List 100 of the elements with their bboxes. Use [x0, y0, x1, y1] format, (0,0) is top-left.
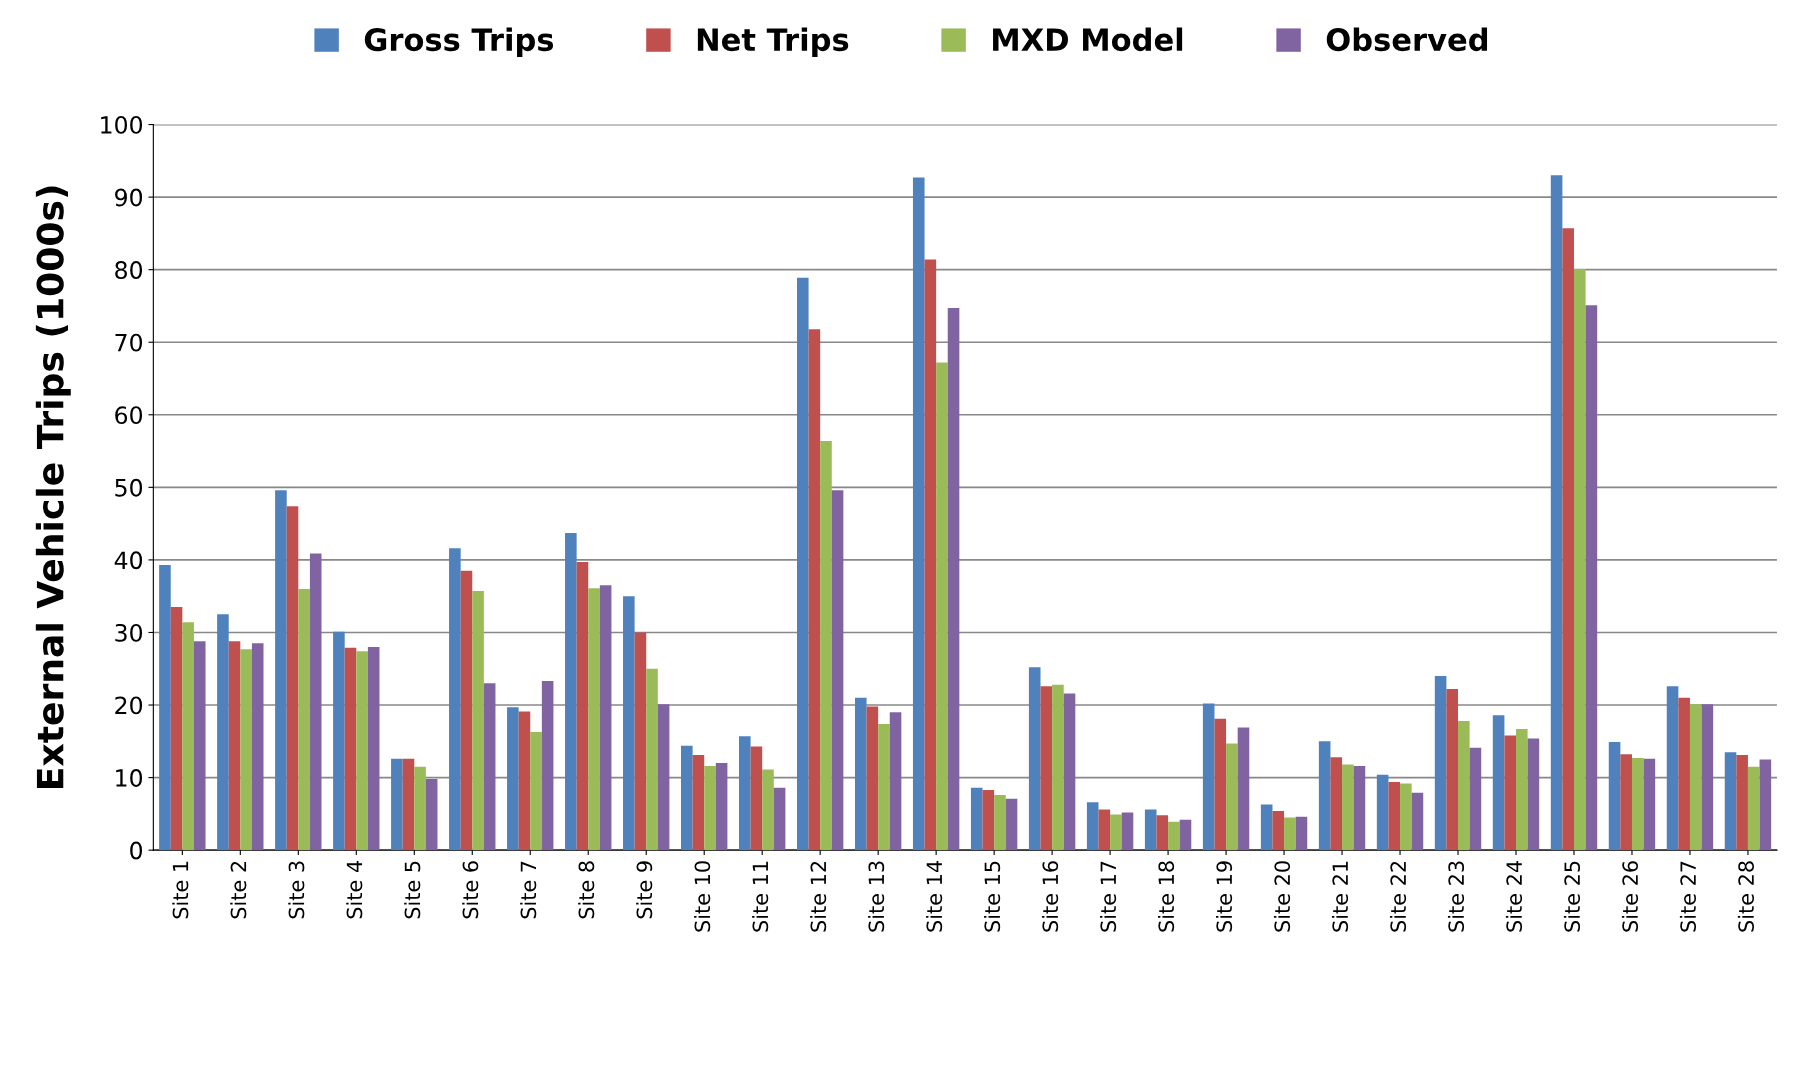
y-tick-label: 100 [101, 115, 143, 134]
y-tick-label: 20 [115, 696, 143, 715]
x-tick-label: Site 20 [1273, 861, 1291, 932]
bar [286, 506, 299, 851]
bar [1388, 781, 1401, 851]
bar [1689, 704, 1702, 851]
bar [1353, 765, 1366, 851]
x-tick-label: Site 14 [926, 861, 943, 932]
bar [309, 553, 322, 851]
bar [541, 681, 554, 851]
bar [878, 723, 890, 851]
bar [796, 277, 809, 851]
legend-label: Net Trips [697, 27, 849, 58]
x-tick-label: Site 17 [1100, 861, 1117, 932]
x-tick-label: Site 5 [404, 861, 421, 919]
bar [1376, 774, 1389, 851]
bar [1342, 764, 1354, 851]
bar [1144, 809, 1157, 851]
bar [982, 789, 995, 851]
bar [599, 585, 612, 851]
bar [483, 683, 496, 851]
bar [275, 490, 287, 851]
bar [1226, 743, 1238, 851]
bar [1562, 228, 1574, 851]
x-tick-label: Site 18 [1158, 861, 1175, 932]
bar [1631, 758, 1644, 851]
x-tick-label: Site 4 [346, 861, 363, 919]
bar [1434, 676, 1447, 851]
y-tick-label: 30 [115, 623, 143, 642]
bar [1098, 809, 1111, 851]
bar [1086, 802, 1099, 851]
bar [692, 755, 705, 851]
legend-label: MXD Model [993, 27, 1183, 52]
x-tick-label: Site 12 [810, 861, 827, 932]
x-tick-label: Site 8 [578, 861, 595, 919]
bar [994, 795, 1006, 851]
bar [333, 631, 345, 851]
bar [1469, 747, 1482, 851]
bar [970, 787, 983, 851]
bar [1458, 721, 1470, 851]
bar [240, 649, 252, 851]
bar [646, 668, 658, 851]
bar [402, 758, 415, 851]
bar [1678, 697, 1690, 851]
x-tick-label: Site 9 [636, 861, 653, 919]
bar [820, 440, 832, 851]
bar [1237, 727, 1250, 851]
bar [576, 562, 589, 851]
bar [1260, 804, 1273, 851]
bar [588, 588, 600, 851]
bar [1284, 817, 1296, 851]
bar [565, 533, 577, 851]
x-tick-label: Site 10 [694, 861, 711, 932]
bar [704, 765, 716, 851]
y-tick-label: 0 [130, 841, 143, 860]
x-tick-label: Site 22 [1389, 861, 1407, 932]
legend-label: Observed [1326, 27, 1488, 52]
bar [251, 643, 264, 851]
bar [472, 591, 484, 851]
x-tick-label: Site 11 [752, 861, 769, 932]
bar [1550, 175, 1563, 851]
bar [1400, 783, 1412, 851]
x-tick-label: Site 1 [172, 861, 189, 919]
y-tick-label: 50 [115, 478, 143, 497]
bar [936, 362, 948, 851]
bar [182, 622, 194, 851]
x-tick-label: Site 19 [1215, 861, 1233, 932]
bar [228, 641, 241, 851]
bar [159, 564, 171, 851]
bar [947, 308, 960, 851]
bar [391, 758, 403, 851]
bar [912, 177, 925, 851]
bar [1063, 693, 1076, 851]
bar [1202, 703, 1215, 851]
bar [449, 548, 461, 851]
bar [623, 596, 635, 851]
bar [356, 651, 368, 851]
bar [1330, 757, 1343, 851]
bar [507, 707, 519, 851]
bar [808, 329, 821, 851]
bar [1620, 754, 1632, 851]
bar [1747, 766, 1760, 851]
bar [217, 614, 229, 851]
bar [1005, 798, 1018, 851]
y-tick-label: 40 [114, 551, 143, 570]
bar [1608, 742, 1621, 851]
bar [1121, 812, 1134, 851]
bar [1446, 689, 1459, 851]
y-axis-title: External Vehicle Trips (1000s) [35, 186, 71, 788]
bar [1504, 735, 1516, 851]
bar [425, 779, 438, 851]
bar [460, 570, 473, 851]
x-tick-label: Site 16 [1042, 861, 1059, 932]
x-tick-label: Site 2 [230, 861, 247, 919]
bar [518, 711, 531, 851]
x-tick-label: Site 26 [1621, 861, 1639, 932]
x-tick-label: Site 24 [1505, 861, 1523, 932]
bar [854, 697, 867, 851]
bar [1516, 728, 1528, 851]
bar [1295, 816, 1308, 851]
